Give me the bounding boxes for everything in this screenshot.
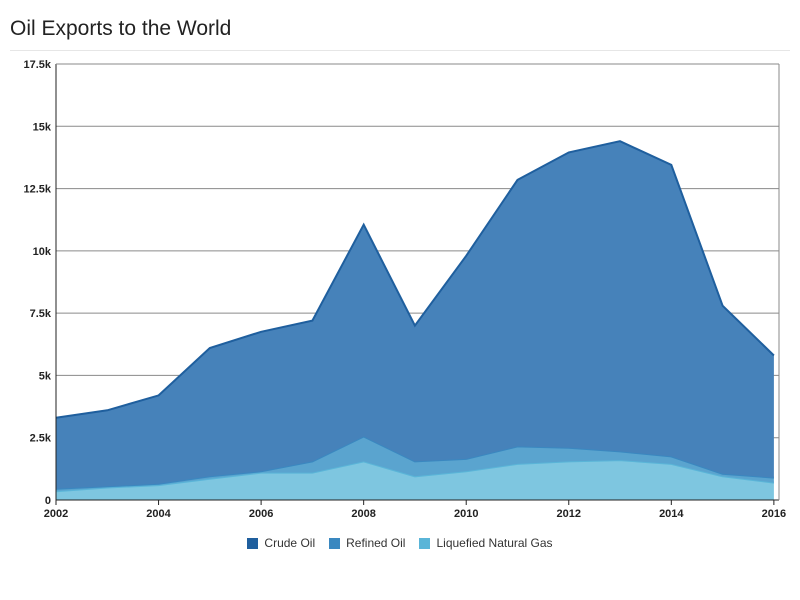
legend: Crude Oil Refined Oil Liquefied Natural Ga… (0, 536, 800, 550)
line-crude-oil (55, 140, 775, 419)
x-tick-label: 2008 (351, 508, 375, 520)
y-tick-label: 17.5k (23, 59, 51, 71)
legend-item: Refined Oil (329, 536, 405, 550)
x-tick-label: 2004 (146, 508, 171, 520)
y-tick-label: 0 (45, 495, 51, 507)
axes (55, 63, 780, 501)
x-tick-label: 2016 (762, 508, 786, 520)
legend-swatch (247, 537, 259, 549)
title-divider (10, 50, 790, 51)
y-tick-label: 2.5k (30, 433, 52, 445)
y-tick-label: 10k (33, 246, 52, 258)
legend-label: Refined Oil (346, 536, 406, 550)
y-tick-label: 12.5k (23, 184, 51, 196)
x-tick-label: 2002 (44, 508, 68, 520)
x-tick-label: 2010 (454, 508, 478, 520)
y-tick-label: 15k (33, 121, 52, 133)
legend-label: Crude Oil (264, 536, 316, 550)
legend-item: Crude Oil (247, 536, 315, 550)
area-liquefied-natural-gas (56, 460, 774, 500)
chart-title: Oil Exports to the World (10, 17, 232, 40)
series-areas (55, 140, 775, 500)
x-tick-label: 2006 (249, 508, 273, 520)
x-axis-ticks: 2002 2004 2006 2008 2010 2012 2014 2016 (44, 500, 786, 520)
y-axis-ticks: 0 2.5k 5k 7.5k 10k 12.5k 15k 17.5k (23, 59, 51, 507)
legend-swatch (419, 537, 431, 549)
x-tick-label: 2012 (557, 508, 581, 520)
legend-label: Liquefied Natural Gas (436, 536, 553, 550)
y-tick-label: 5k (39, 370, 52, 382)
area-crude-oil (56, 141, 774, 489)
x-tick-label: 2014 (659, 508, 684, 520)
legend-swatch (329, 537, 341, 549)
y-tick-label: 7.5k (30, 308, 52, 320)
legend-item: Liquefied Natural Gas (419, 536, 553, 550)
